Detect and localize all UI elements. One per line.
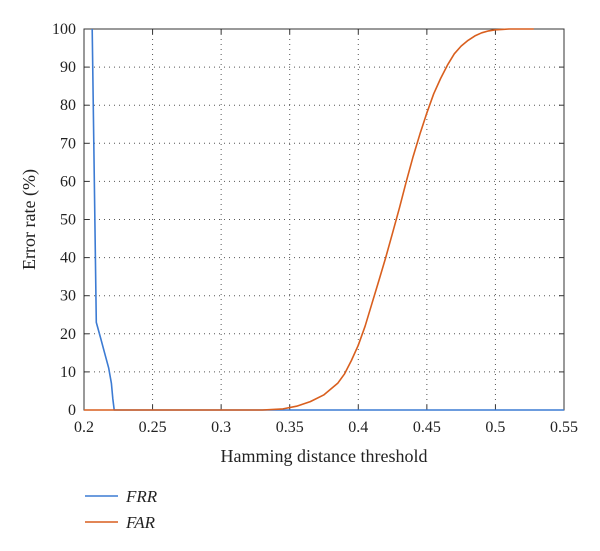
x-tick-label: 0.2 — [74, 419, 94, 436]
y-axis-label: Error rate (%) — [19, 169, 40, 270]
y-tick-label: 20 — [60, 326, 76, 343]
y-tick-label: 50 — [60, 212, 76, 229]
series-line-frr — [91, 28, 564, 411]
x-tick-label: 0.4 — [348, 419, 368, 436]
x-tick-label: 0.3 — [211, 419, 231, 436]
x-tick-label: 0.55 — [550, 419, 578, 436]
y-tick-label: 40 — [60, 250, 76, 267]
grid-lines — [84, 29, 564, 410]
x-axis-label: Hamming distance threshold — [221, 446, 428, 466]
y-tick-label: 80 — [60, 97, 76, 114]
legend-label-frr: FRR — [125, 487, 158, 506]
legend-label-far: FAR — [125, 513, 156, 532]
y-tick-label: 10 — [60, 364, 76, 381]
y-tick-label: 30 — [60, 288, 76, 305]
x-tick-label: 0.35 — [276, 419, 304, 436]
y-tick-label: 60 — [60, 173, 76, 190]
y-tick-label: 70 — [60, 135, 76, 152]
y-tick-label: 90 — [60, 59, 76, 76]
x-tick-label: 0.25 — [139, 419, 167, 436]
series-line-far — [84, 28, 534, 411]
y-tick-label: 100 — [52, 21, 76, 38]
x-tick-label: 0.45 — [413, 419, 441, 436]
y-tick-label: 0 — [68, 402, 76, 419]
x-tick-label: 0.5 — [485, 419, 505, 436]
